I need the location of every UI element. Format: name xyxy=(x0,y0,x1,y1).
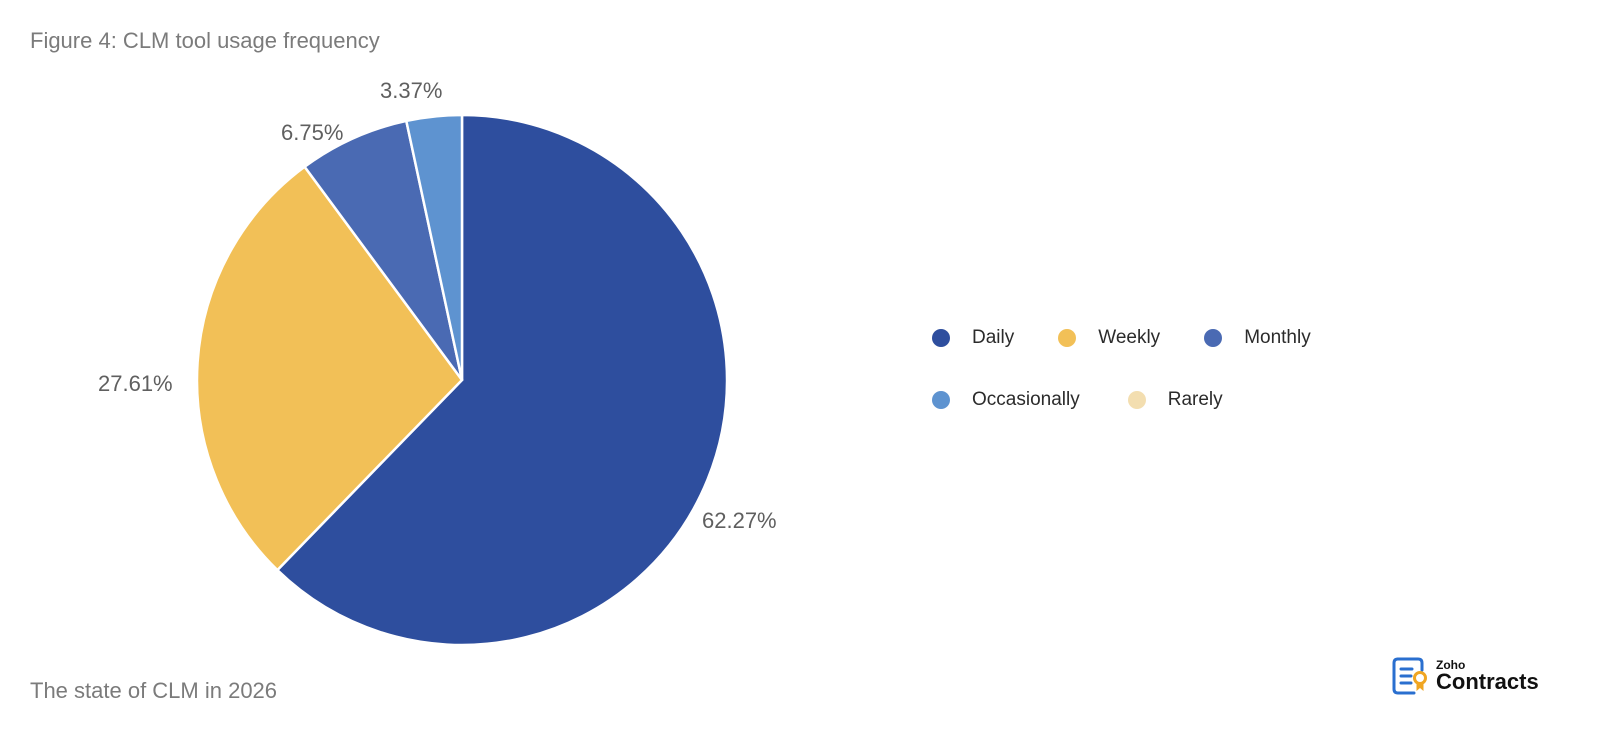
slice-label-daily: 62.27% xyxy=(702,508,777,533)
pie-slice-occasionally[interactable] xyxy=(404,113,464,381)
footer-caption: The state of CLM in 2026 xyxy=(30,678,278,703)
legend-label: Weekly xyxy=(1098,327,1161,348)
legend-dot-icon xyxy=(1204,329,1223,347)
legend-item-daily[interactable]: Daily xyxy=(932,327,1014,349)
pie-slice-daily[interactable] xyxy=(275,113,729,647)
slice-label-monthly: 6.75% xyxy=(281,120,344,145)
legend-label: Daily xyxy=(972,327,1015,348)
legend-label: Occasionally xyxy=(972,389,1080,410)
legend-label: Monthly xyxy=(1244,327,1311,348)
legend-dot-icon xyxy=(932,329,950,347)
legend-item-occasionally[interactable]: Occasionally xyxy=(932,389,1080,411)
pie-slice-weekly[interactable] xyxy=(195,165,464,572)
legend-item-weekly[interactable]: Weekly xyxy=(1058,327,1160,349)
contract-document-icon xyxy=(1392,657,1427,695)
legend-label: Rarely xyxy=(1167,389,1223,410)
legend-item-monthly[interactable]: Monthly xyxy=(1204,327,1311,349)
legend-dot-icon xyxy=(1058,329,1077,347)
slice-label-occasionally: 3.37% xyxy=(380,78,443,103)
legend-item-rarely[interactable]: Rarely xyxy=(1127,389,1223,411)
slice-label-weekly: 27.61% xyxy=(98,371,173,396)
chart-legend: Daily Weekly Monthly Occasionally Rarely xyxy=(932,324,1353,448)
logo-product: Contracts xyxy=(1436,669,1539,694)
pie-slice-monthly[interactable] xyxy=(302,119,464,381)
legend-dot-icon xyxy=(932,391,950,409)
logo-brand: Zoho xyxy=(1436,658,1466,672)
legend-dot-icon xyxy=(1127,391,1146,409)
chart-title: Figure 4: CLM tool usage frequency xyxy=(30,28,380,53)
zoho-contracts-logo: Zoho Contracts xyxy=(1392,656,1539,696)
